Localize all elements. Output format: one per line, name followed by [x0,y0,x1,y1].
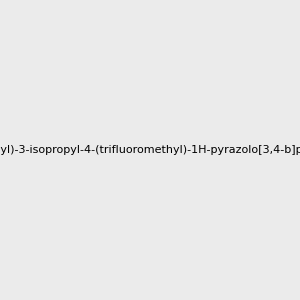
Text: 4-[1-(4-fluorophenyl)-3-isopropyl-4-(trifluoromethyl)-1H-pyrazolo[3,4-b]pyridin-: 4-[1-(4-fluorophenyl)-3-isopropyl-4-(tri… [0,145,300,155]
